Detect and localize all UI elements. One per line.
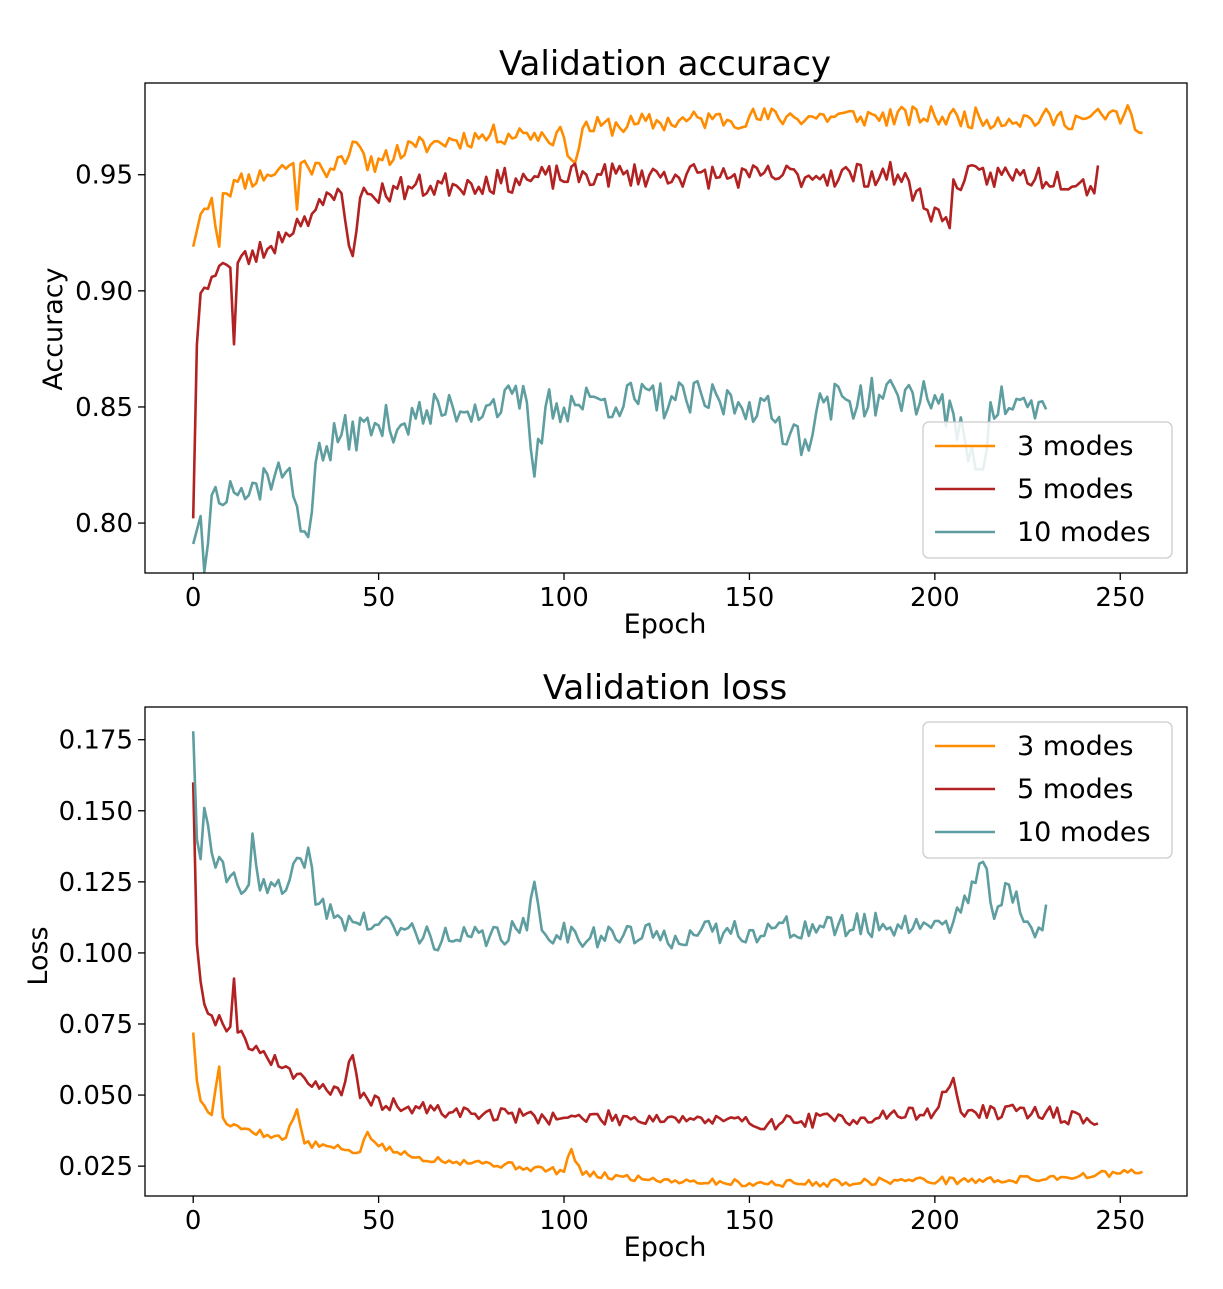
loss-legend: 3 modes 5 modes 10 modes	[922, 721, 1173, 859]
accuracy-legend: 3 modes 5 modes 10 modes	[922, 421, 1173, 559]
loss-x-tick-label: 0	[185, 1206, 202, 1236]
loss-series-line-10-modes	[191, 731, 1048, 952]
loss-x-tick-label: 50	[362, 1206, 395, 1236]
loss-axes-frame	[144, 706, 1188, 1197]
loss-y-tick-label: 0.050	[59, 1081, 133, 1111]
loss-legend-label: 10 modes	[1017, 817, 1151, 848]
accuracy-series-line-5-modes	[191, 160, 1100, 519]
loss-y-tick-label: 0.100	[59, 939, 133, 969]
accuracy-x-tick-label: 200	[910, 583, 960, 613]
accuracy-x-tick-label: 50	[362, 583, 395, 613]
loss-series-line-3-modes	[191, 1032, 1143, 1188]
accuracy-x-tick-label: 150	[725, 583, 775, 613]
loss-y-tick-label: 0.175	[59, 726, 133, 756]
loss-chart: Validation loss 0 50 100 150 200 250 0.025 0.05…	[23, 668, 1188, 1263]
loss-title: Validation loss	[543, 668, 787, 708]
accuracy-y-tick-label: 0.80	[75, 509, 133, 539]
accuracy-y-tick-label: 0.95	[75, 161, 133, 191]
accuracy-y-axis-label: Accuracy	[38, 267, 69, 390]
loss-y-tick-label: 0.150	[59, 797, 133, 827]
loss-y-tick-label: 0.025	[59, 1152, 133, 1182]
loss-y-tick-label: 0.075	[59, 1010, 133, 1040]
accuracy-x-tick-label: 0	[185, 583, 202, 613]
accuracy-plot-area	[191, 104, 1143, 573]
loss-x-tick-label: 250	[1095, 1206, 1145, 1236]
loss-x-tick-label: 200	[910, 1206, 960, 1236]
loss-x-axis-label: Epoch	[624, 1232, 707, 1263]
loss-x-tick-label: 100	[539, 1206, 589, 1236]
accuracy-x-tick-label: 250	[1095, 583, 1145, 613]
loss-legend-box	[922, 721, 1173, 859]
accuracy-legend-label: 3 modes	[1017, 431, 1133, 462]
accuracy-legend-label: 5 modes	[1017, 474, 1133, 505]
loss-plot-area	[191, 731, 1143, 1188]
loss-legend-label: 3 modes	[1017, 731, 1133, 762]
accuracy-series-line-3-modes	[191, 104, 1143, 248]
loss-legend-label: 5 modes	[1017, 774, 1133, 805]
accuracy-legend-box	[922, 421, 1173, 559]
loss-y-axis-label: Loss	[23, 926, 54, 985]
accuracy-x-tick-label: 100	[539, 583, 589, 613]
accuracy-x-axis-label: Epoch	[624, 609, 707, 640]
accuracy-legend-label: 10 modes	[1017, 517, 1151, 548]
loss-x-tick-label: 150	[725, 1206, 775, 1236]
accuracy-y-tick-label: 0.90	[75, 277, 133, 307]
accuracy-y-tick-label: 0.85	[75, 393, 133, 423]
loss-ticks: 0 50 100 150 200 250 0.025 0.050 0.075 0.100 0.125…	[59, 726, 1146, 1236]
accuracy-chart: Validation accuracy 0 50 100 150 200 2500.800…	[38, 44, 1188, 640]
accuracy-ticks: 0 50 100 150 200 250 0.80 0.85 0.90 0.95	[75, 161, 1145, 613]
accuracy-series-line-10-modes	[191, 376, 1048, 573]
accuracy-title: Validation accuracy	[499, 44, 831, 84]
loss-y-tick-label: 0.125	[59, 868, 133, 898]
accuracy-axes-frame	[144, 82, 1188, 574]
loss-series-line-5-modes	[191, 782, 1099, 1131]
